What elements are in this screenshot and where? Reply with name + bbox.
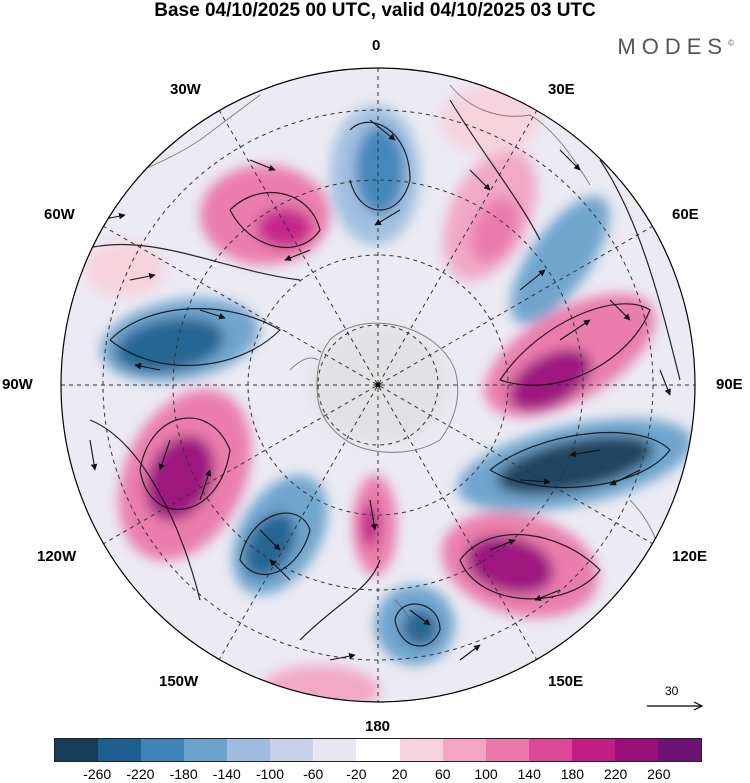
wind-vector-icon bbox=[459, 644, 481, 661]
reference-vector: 30 bbox=[645, 684, 705, 714]
wind-vector-icon bbox=[609, 469, 641, 486]
lon-label-0: 0 bbox=[372, 37, 381, 54]
colorbar bbox=[54, 738, 702, 762]
lon-label-60e: 60E bbox=[672, 206, 699, 223]
colorbar-labels: -260 -220 -180 -140 -100 -60 -20 20 60 100 140 180 2… bbox=[0, 766, 750, 783]
wind-vector-icon bbox=[369, 119, 396, 141]
wind-vector-icon bbox=[284, 249, 311, 261]
lon-label-30e: 30E bbox=[548, 81, 575, 98]
colorbar-tick-label: 260 bbox=[647, 766, 671, 782]
wind-vector-icon bbox=[609, 299, 631, 321]
lon-label-30w: 30W bbox=[170, 81, 201, 98]
lon-label-120w: 120W bbox=[37, 548, 77, 565]
reference-vector-value: 30 bbox=[665, 684, 679, 698]
lon-label-150e: 150E bbox=[548, 673, 584, 690]
wind-vector-icon bbox=[519, 269, 546, 291]
lon-label-90e: 90E bbox=[716, 376, 743, 393]
colorbar-swatch bbox=[657, 739, 701, 761]
colorbar-swatch bbox=[184, 739, 228, 761]
reference-arrow-icon bbox=[647, 701, 704, 711]
colorbar-tick-label: -100 bbox=[255, 766, 285, 782]
wind-vector-icon bbox=[269, 559, 291, 581]
graticule bbox=[61, 68, 695, 702]
colorbar-tick-label: -260 bbox=[83, 766, 112, 782]
wind-vector-icon bbox=[134, 362, 161, 371]
wind-vector-icon bbox=[409, 609, 431, 626]
wind-vector-icon bbox=[329, 652, 356, 661]
wind-vector-icon bbox=[259, 529, 281, 551]
colorbar-tick-label: -140 bbox=[212, 766, 241, 782]
south-pole-marker bbox=[375, 382, 381, 388]
brand-mark: © bbox=[728, 38, 734, 48]
wind-vector-icon bbox=[569, 449, 601, 458]
wind-vector-icon bbox=[199, 469, 212, 501]
colorbar-swatch bbox=[614, 739, 658, 761]
lon-label-90w: 90W bbox=[2, 376, 33, 393]
colorbar-tick-label: -220 bbox=[126, 766, 155, 782]
map-border bbox=[60, 67, 696, 703]
colorbar-tick-label: 100 bbox=[474, 766, 498, 782]
colorbar-swatch bbox=[98, 739, 142, 761]
map-title: Base 04/10/2025 00 UTC, valid 04/10/2025… bbox=[154, 0, 596, 21]
colorbar-swatch bbox=[442, 739, 486, 761]
lon-label-150w: 150W bbox=[159, 673, 199, 690]
colorbar-swatch bbox=[399, 739, 443, 761]
wind-vector-icon bbox=[89, 439, 98, 471]
wind-vector-icon bbox=[129, 272, 156, 281]
wind-vector-icon bbox=[158, 439, 171, 471]
colorbar-tick-label: -180 bbox=[169, 766, 198, 782]
wind-vector-icon bbox=[559, 149, 581, 171]
colorbar-swatch bbox=[356, 739, 400, 761]
colorbar-swatch bbox=[571, 739, 615, 761]
brand-logo: MODES© bbox=[617, 34, 734, 60]
colorbar-swatch bbox=[528, 739, 572, 761]
wind-vector-icon bbox=[519, 478, 551, 485]
colorbar-tick-label: 60 bbox=[435, 766, 451, 782]
wind-vector-icon bbox=[559, 319, 591, 341]
wind-vectors bbox=[89, 119, 671, 661]
wind-vector-icon bbox=[249, 159, 276, 171]
colorbar-tick-label: 180 bbox=[560, 766, 585, 782]
lon-label-60w: 60W bbox=[44, 206, 75, 223]
colorbar-tick-label: 220 bbox=[603, 766, 628, 782]
colorbar-tick-label: 20 bbox=[391, 766, 408, 782]
wind-vector-icon bbox=[374, 209, 401, 226]
wind-vector-icon bbox=[199, 309, 226, 320]
colorbar-swatch bbox=[227, 739, 271, 761]
wind-vector-icon bbox=[489, 539, 516, 551]
colorbar-swatch bbox=[313, 739, 357, 761]
wind-vector-icon bbox=[659, 369, 671, 396]
colorbar-swatch bbox=[141, 739, 185, 761]
colorbar-tick-label: 140 bbox=[517, 766, 541, 782]
shaded-field bbox=[61, 68, 695, 702]
wind-vector-icon bbox=[534, 589, 561, 601]
lon-label-180: 180 bbox=[365, 718, 391, 735]
polar-map bbox=[60, 67, 696, 703]
streamlines bbox=[79, 99, 681, 647]
colorbar-swatch bbox=[485, 739, 529, 761]
lon-label-120e: 120E bbox=[672, 548, 708, 565]
wind-vector-icon bbox=[369, 499, 378, 531]
colorbar-swatch bbox=[55, 739, 99, 761]
brand-name: MODES bbox=[617, 34, 729, 59]
wind-vector-icon bbox=[469, 169, 491, 191]
colorbar-tick-label: -20 bbox=[346, 766, 367, 782]
colorbar-tick-label: -60 bbox=[303, 766, 324, 782]
colorbar-swatch bbox=[270, 739, 314, 761]
